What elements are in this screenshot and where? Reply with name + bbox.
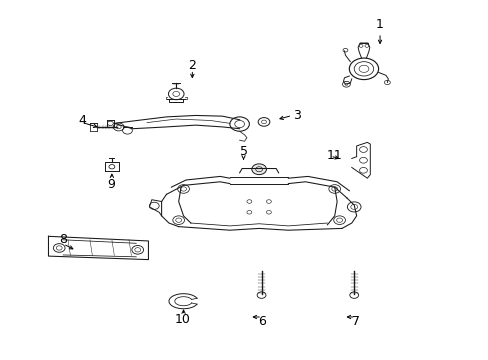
Text: 8: 8 bbox=[59, 233, 67, 246]
Text: 10: 10 bbox=[174, 313, 190, 327]
Text: 1: 1 bbox=[375, 18, 383, 31]
Text: 5: 5 bbox=[239, 145, 247, 158]
Text: 4: 4 bbox=[79, 114, 86, 127]
Text: 11: 11 bbox=[326, 149, 342, 162]
Text: 7: 7 bbox=[351, 315, 359, 328]
Text: 6: 6 bbox=[258, 315, 265, 328]
Text: 2: 2 bbox=[188, 59, 196, 72]
Text: 3: 3 bbox=[293, 109, 301, 122]
Text: 9: 9 bbox=[107, 178, 115, 191]
Circle shape bbox=[251, 164, 266, 175]
